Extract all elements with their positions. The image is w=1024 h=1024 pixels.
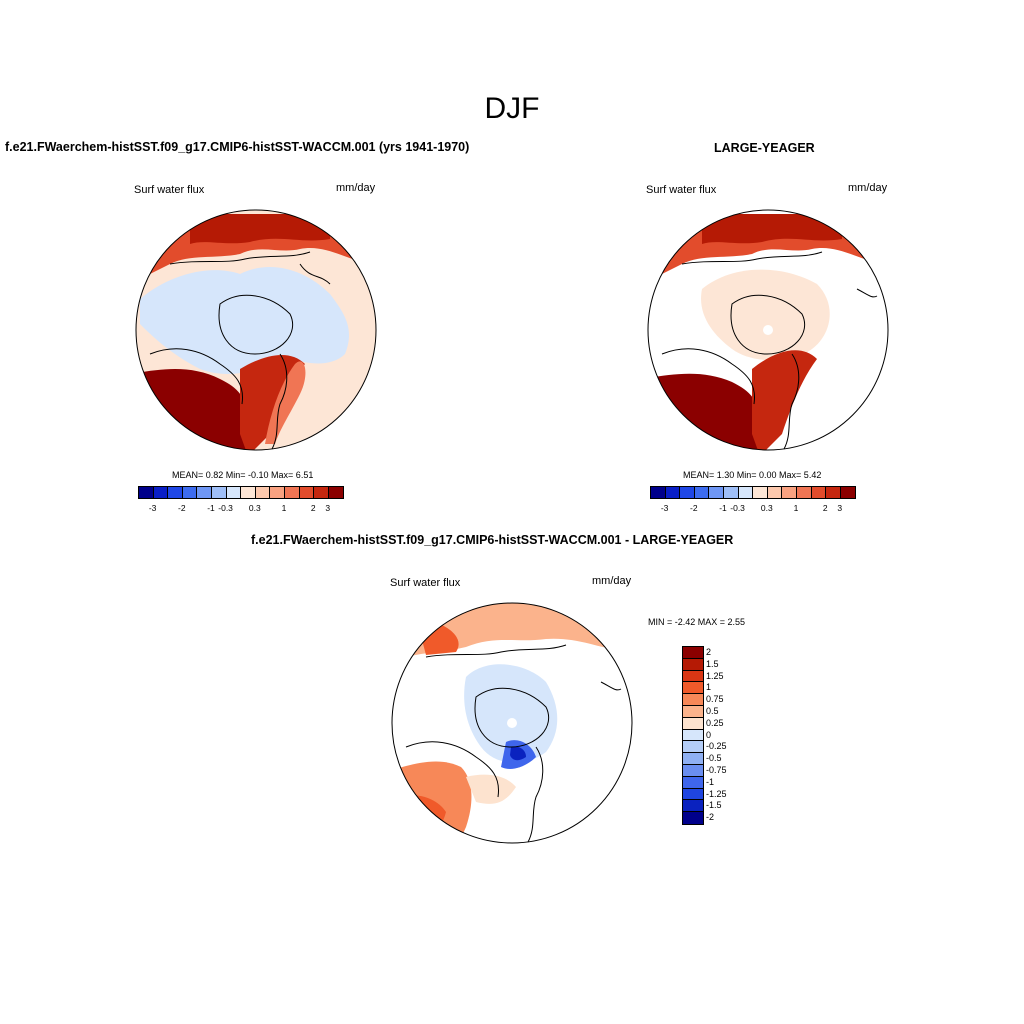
colorbar-tick-label: 3 xyxy=(837,503,843,513)
colorbar-tick-label: 1 xyxy=(281,503,287,513)
colorbar-tick-label: -2 xyxy=(178,503,186,513)
colorbar-tick-label: -0.5 xyxy=(706,753,722,764)
panel-3-variable-label: Surf water flux xyxy=(390,577,461,589)
panel-3-stats: MIN = -2.42 MAX = 2.55 xyxy=(648,617,746,627)
colorbar-swatch xyxy=(299,487,315,498)
colorbar-swatch xyxy=(153,487,169,498)
colorbar-swatch xyxy=(782,487,797,498)
colorbar-swatch xyxy=(284,487,300,498)
panel-3-title: f.e21.FWaerchem-histSST.f09_g17.CMIP6-hi… xyxy=(251,533,734,547)
panel-2-colorbar xyxy=(650,486,857,499)
colorbar-tick-label: 0.5 xyxy=(706,705,719,716)
colorbar-tick-label: 1.25 xyxy=(706,670,724,681)
colorbar-swatch xyxy=(683,682,703,695)
colorbar-swatch xyxy=(683,812,703,824)
colorbar-swatch xyxy=(709,487,724,498)
colorbar-tick-label: 1 xyxy=(706,682,712,693)
panel-3-colorbar xyxy=(682,646,704,825)
colorbar-swatch xyxy=(683,658,703,671)
panel-1-polar-map xyxy=(135,209,377,451)
colorbar-tick-label: -1 xyxy=(706,776,715,787)
colorbar-swatch xyxy=(182,487,198,498)
panel-2-stats: MEAN= 1.30 Min= 0.00 Max= 5.42 xyxy=(683,470,822,480)
colorbar-swatch xyxy=(683,800,703,813)
colorbar-swatch xyxy=(197,487,212,498)
colorbar-tick-label: -2 xyxy=(690,503,698,513)
colorbar-tick-label: 0 xyxy=(706,729,712,740)
colorbar-swatch xyxy=(683,753,703,765)
panel-2-variable-label: Surf water flux xyxy=(646,184,717,196)
colorbar-swatch xyxy=(226,487,242,498)
colorbar-tick-label: 0.3 xyxy=(248,503,261,513)
colorbar-tick-label: 2 xyxy=(310,503,316,513)
colorbar-tick-label: 0.75 xyxy=(706,694,724,705)
colorbar-swatch xyxy=(314,487,329,498)
panel-1-title: f.e21.FWaerchem-histSST.f09_g17.CMIP6-hi… xyxy=(5,140,470,154)
panel-2-title: LARGE-YEAGER xyxy=(714,141,815,155)
colorbar-tick-label: 2 xyxy=(822,503,828,513)
colorbar-swatch xyxy=(328,487,344,498)
colorbar-swatch xyxy=(683,788,703,801)
colorbar-tick-label: -0.3 xyxy=(218,503,233,513)
colorbar-swatch xyxy=(211,487,227,498)
colorbar-swatch xyxy=(796,487,812,498)
colorbar-swatch xyxy=(767,487,783,498)
panel-3-units-label: mm/day xyxy=(592,575,632,587)
colorbar-tick-label: -3 xyxy=(660,503,669,513)
colorbar-swatch xyxy=(683,694,703,706)
colorbar-swatch xyxy=(139,487,154,498)
colorbar-swatch xyxy=(683,776,703,789)
colorbar-swatch xyxy=(723,487,739,498)
panel-3-polar-map xyxy=(391,602,633,844)
colorbar-tick-label: 1 xyxy=(793,503,799,513)
figure-title: DJF xyxy=(484,92,540,125)
colorbar-swatch xyxy=(651,487,666,498)
colorbar-swatch xyxy=(694,487,710,498)
colorbar-tick-label: -1.25 xyxy=(706,788,727,799)
colorbar-tick-label: -2 xyxy=(706,812,715,823)
colorbar-tick-label: -1 xyxy=(719,503,727,513)
panel-1-variable-label: Surf water flux xyxy=(134,184,205,196)
colorbar-tick-label: -3 xyxy=(148,503,157,513)
colorbar-swatch xyxy=(683,647,703,659)
colorbar-swatch xyxy=(753,487,768,498)
colorbar-swatch xyxy=(811,487,827,498)
colorbar-tick-label: -0.75 xyxy=(706,764,727,775)
panel-1-colorbar xyxy=(138,486,345,499)
colorbar-swatch xyxy=(683,705,703,718)
colorbar-tick-label: -1.5 xyxy=(706,800,722,811)
colorbar-swatch xyxy=(665,487,681,498)
colorbar-tick-label: -1 xyxy=(207,503,215,513)
panel-2-polar-map xyxy=(647,209,889,451)
colorbar-tick-label: 0.25 xyxy=(706,717,724,728)
colorbar-swatch xyxy=(683,670,703,683)
colorbar-swatch xyxy=(683,717,703,730)
colorbar-swatch xyxy=(270,487,285,498)
colorbar-swatch xyxy=(241,487,256,498)
colorbar-swatch xyxy=(683,764,703,777)
panel-1-stats: MEAN= 0.82 Min= -0.10 Max= 6.51 xyxy=(172,470,314,480)
colorbar-tick-label: -0.3 xyxy=(730,503,745,513)
colorbar-tick-label: 3 xyxy=(325,503,331,513)
colorbar-swatch xyxy=(826,487,841,498)
colorbar-swatch xyxy=(738,487,754,498)
colorbar-swatch xyxy=(680,487,695,498)
panel-2-units-label: mm/day xyxy=(848,182,888,194)
colorbar-swatch xyxy=(683,741,703,754)
colorbar-swatch xyxy=(255,487,271,498)
colorbar-tick-label: 1.5 xyxy=(706,658,719,669)
colorbar-tick-label: 0.3 xyxy=(760,503,773,513)
colorbar-tick-label: -0.25 xyxy=(706,741,727,752)
colorbar-swatch xyxy=(683,729,703,742)
colorbar-swatch xyxy=(840,487,856,498)
panel-1-units-label: mm/day xyxy=(336,182,376,194)
colorbar-swatch xyxy=(168,487,183,498)
colorbar-tick-label: 2 xyxy=(706,646,712,657)
